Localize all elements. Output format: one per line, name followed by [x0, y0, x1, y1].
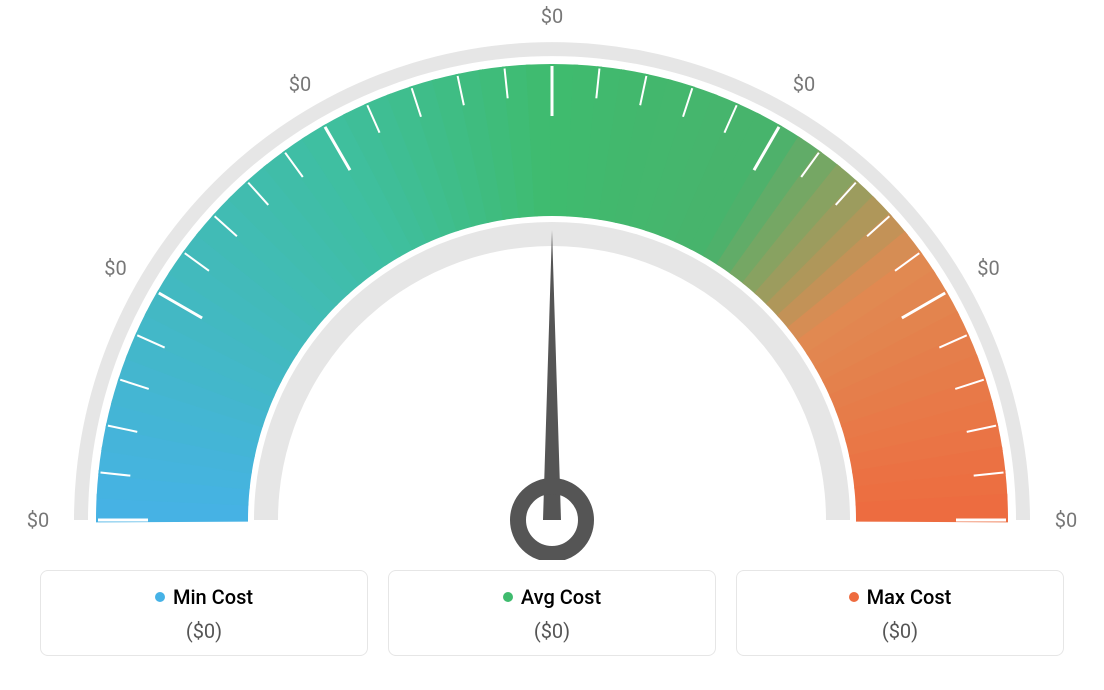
- legend-min-label: Min Cost: [173, 585, 253, 609]
- legend-min-value: ($0): [51, 619, 357, 643]
- legend-max-value: ($0): [747, 619, 1053, 643]
- gauge-tick-label: $0: [793, 72, 815, 96]
- legend-avg-title: Avg Cost: [503, 585, 601, 609]
- legend-min-dot: [155, 592, 165, 602]
- gauge-tick-label: $0: [27, 508, 49, 532]
- legend-row: Min Cost ($0) Avg Cost ($0) Max Cost ($0…: [40, 570, 1064, 656]
- legend-max: Max Cost ($0): [736, 570, 1064, 656]
- legend-min: Min Cost ($0): [40, 570, 368, 656]
- legend-min-title: Min Cost: [155, 585, 253, 609]
- gauge-svg: [0, 0, 1104, 560]
- legend-avg-label: Avg Cost: [521, 585, 601, 609]
- legend-avg: Avg Cost ($0): [388, 570, 716, 656]
- gauge-tick-label: $0: [1055, 508, 1077, 532]
- legend-max-dot: [849, 592, 859, 602]
- legend-avg-dot: [503, 592, 513, 602]
- legend-avg-value: ($0): [399, 619, 705, 643]
- cost-gauge: $0 $0 $0 $0 $0 $0 $0: [0, 0, 1104, 560]
- legend-max-title: Max Cost: [849, 585, 952, 609]
- gauge-tick-label: $0: [541, 4, 563, 28]
- legend-max-label: Max Cost: [867, 585, 952, 609]
- gauge-tick-label: $0: [104, 256, 126, 280]
- gauge-tick-label: $0: [977, 256, 999, 280]
- gauge-tick-label: $0: [289, 72, 311, 96]
